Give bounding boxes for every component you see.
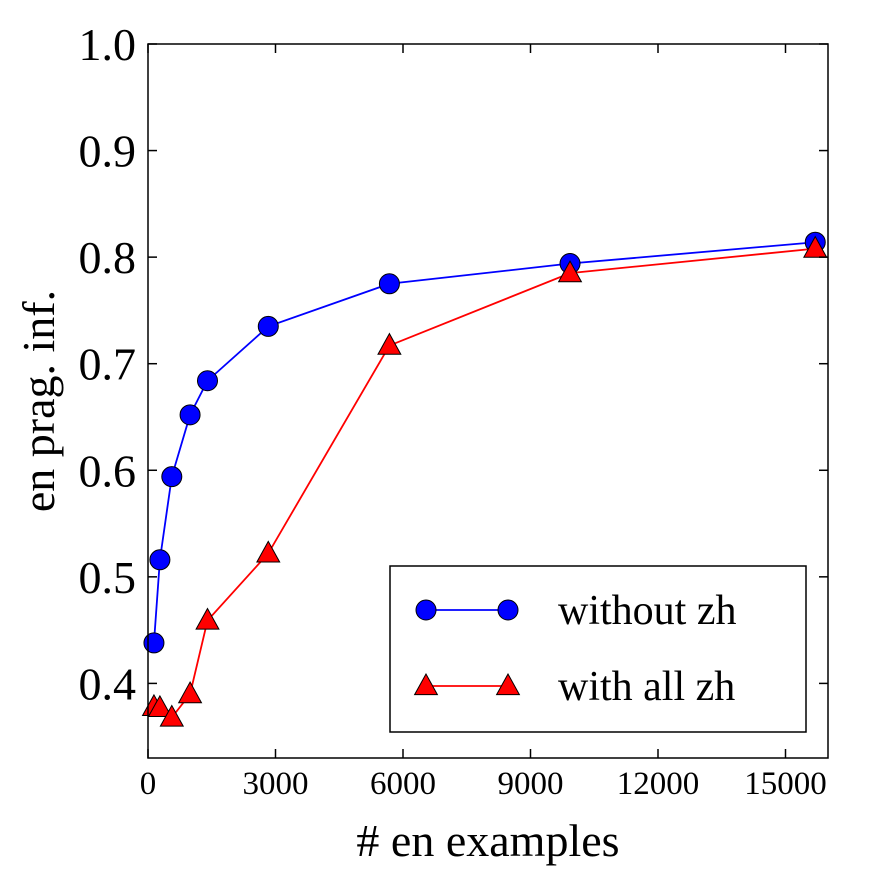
x-tick-label: 0 bbox=[140, 766, 157, 802]
data-point-triangle bbox=[377, 332, 402, 355]
legend-marker-triangle bbox=[495, 672, 521, 696]
data-point-circle bbox=[161, 466, 183, 488]
x-tick-label: 6000 bbox=[370, 766, 436, 802]
data-point-circle bbox=[143, 632, 165, 654]
data-point-triangle bbox=[195, 607, 220, 630]
series-markers bbox=[141, 231, 828, 727]
data-point-triangle bbox=[557, 260, 583, 283]
data-point-circle bbox=[257, 315, 279, 337]
data-point-triangle bbox=[256, 540, 281, 563]
x-tick-label: 9000 bbox=[498, 766, 564, 802]
legend-marker-triangle bbox=[413, 672, 439, 696]
data-point-circle bbox=[149, 549, 171, 571]
axis-ticks: 0.4 0.5 0.6 0.7 0.8 0.9 1.0 0 3000 6000 9000 12000 1… bbox=[79, 19, 828, 802]
legend-label-1: with all zh bbox=[558, 664, 735, 710]
y-tick-label: 0.8 bbox=[79, 232, 137, 283]
y-tick-label: 0.7 bbox=[79, 339, 137, 390]
y-axis-label: en prag. inf. bbox=[13, 290, 64, 512]
legend: without zh with all zh bbox=[389, 565, 807, 733]
x-tick-label: 15000 bbox=[744, 766, 827, 802]
data-point-triangle bbox=[177, 681, 203, 704]
y-tick-label: 0.9 bbox=[79, 126, 137, 177]
y-tick-label: 1.0 bbox=[79, 19, 137, 70]
x-tick-label: 12000 bbox=[617, 766, 700, 802]
legend-label-0: without zh bbox=[558, 588, 736, 634]
y-tick-label: 0.4 bbox=[79, 658, 137, 709]
data-point-triangle bbox=[803, 235, 828, 258]
data-point-triangle bbox=[147, 694, 173, 718]
legend-marker-circle bbox=[497, 599, 519, 621]
data-point-circle bbox=[179, 404, 201, 426]
data-point-triangle bbox=[159, 704, 185, 727]
legend-box bbox=[389, 565, 807, 733]
x-tick-label: 3000 bbox=[243, 766, 309, 802]
data-point-circle bbox=[378, 273, 400, 295]
legend-marker-circle bbox=[415, 599, 437, 621]
y-tick-label: 0.5 bbox=[79, 552, 137, 603]
x-axis-label: # en examples bbox=[356, 815, 619, 866]
plot-frame bbox=[147, 43, 829, 759]
data-point-circle bbox=[197, 370, 218, 392]
y-tick-label: 0.6 bbox=[79, 445, 137, 496]
